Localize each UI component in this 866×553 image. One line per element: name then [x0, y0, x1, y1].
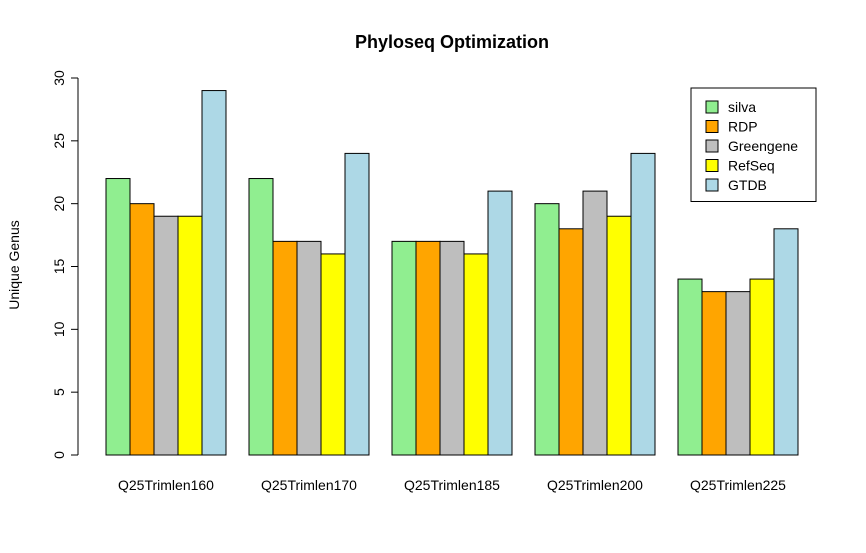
bar	[248, 178, 274, 456]
legend-label: Greengene	[728, 138, 798, 154]
legend-swatch	[705, 139, 719, 153]
legend: silva RDP Greengene RefSeq GTDB	[690, 87, 817, 202]
bar	[630, 152, 656, 456]
bar	[344, 152, 370, 456]
x-tick-label: Q25Trimlen185	[404, 477, 500, 493]
bar	[677, 278, 703, 456]
y-tick-label: 25	[51, 133, 67, 149]
bar	[177, 215, 203, 456]
bar	[153, 215, 179, 456]
bars-group	[105, 90, 799, 456]
bar	[296, 240, 322, 456]
y-tick-label: 10	[51, 321, 67, 337]
x-axis-labels: Q25Trimlen160 Q25Trimlen170 Q25Trimlen185 Q…	[118, 477, 786, 493]
bar	[701, 291, 727, 456]
bar	[272, 240, 298, 456]
y-tick-label: 30	[51, 70, 67, 86]
y-tick-label: 0	[51, 451, 67, 459]
bar	[320, 253, 346, 456]
bar	[606, 215, 632, 456]
legend-label: silva	[728, 99, 756, 115]
bar	[439, 240, 465, 456]
bar	[129, 203, 155, 456]
y-axis: 0 5 10 15 20 25 30	[51, 70, 79, 459]
bar	[391, 240, 417, 456]
chart-title: Phyloseq Optimization	[355, 32, 549, 52]
bar	[558, 228, 584, 456]
y-tick-label: 15	[51, 259, 67, 275]
bar	[201, 90, 227, 456]
bar	[487, 190, 513, 456]
bar	[749, 278, 775, 456]
x-tick-label: Q25Trimlen225	[690, 477, 786, 493]
bar	[534, 203, 560, 456]
x-tick-label: Q25Trimlen200	[547, 477, 643, 493]
bar	[773, 228, 799, 456]
legend-swatch	[705, 100, 719, 114]
x-tick-label: Q25Trimlen170	[261, 477, 357, 493]
legend-label: RefSeq	[728, 158, 775, 174]
legend-label: GTDB	[728, 177, 767, 193]
bar	[415, 240, 441, 456]
legend-swatch	[705, 159, 719, 172]
y-axis-label: Unique Genus	[6, 220, 22, 310]
bar	[463, 253, 489, 456]
legend-swatch	[705, 120, 719, 133]
x-tick-label: Q25Trimlen160	[118, 477, 214, 493]
legend-label: RDP	[728, 119, 758, 135]
bar	[582, 190, 608, 456]
y-tick-label: 20	[51, 196, 67, 212]
bar	[725, 291, 751, 456]
legend-swatch	[705, 178, 719, 192]
bar	[105, 178, 131, 456]
y-tick-label: 5	[51, 388, 67, 396]
